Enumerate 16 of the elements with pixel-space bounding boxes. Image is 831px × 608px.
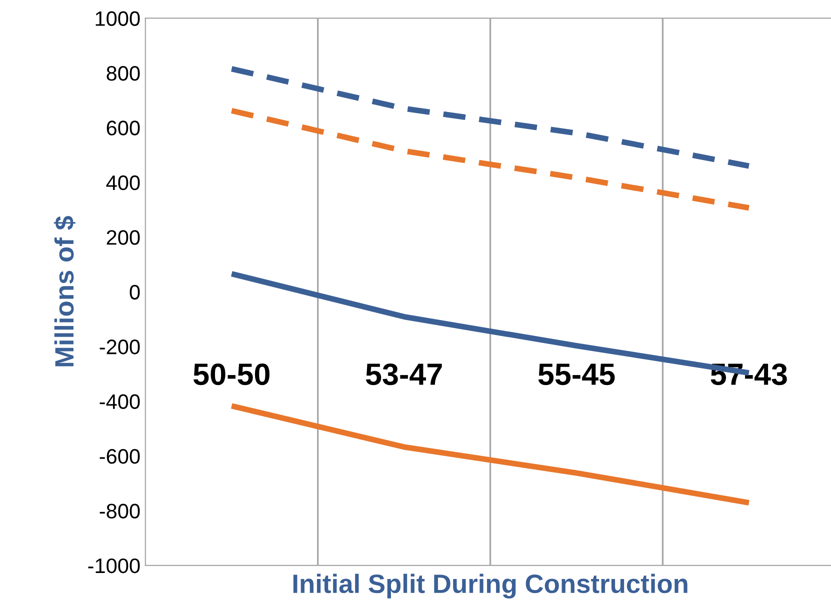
y-tick-label: -800 bbox=[100, 504, 140, 518]
y-tick-label: 200 bbox=[106, 230, 140, 245]
y-tick-label: -200 bbox=[100, 340, 140, 354]
y-tick-label: -1000 bbox=[88, 558, 140, 574]
y-tick-label: 0 bbox=[130, 284, 140, 300]
y-tick-label: 800 bbox=[106, 66, 140, 81]
x-tick-label: 53-47 bbox=[366, 363, 442, 386]
y-tick-label: 400 bbox=[106, 175, 140, 190]
x-axis-title: Initial Split During Construction bbox=[293, 574, 688, 598]
y-tick-label: 600 bbox=[106, 120, 140, 136]
y-tick-label: -400 bbox=[100, 394, 140, 410]
y-axis-title: Millions of $ bbox=[54, 216, 76, 366]
x-tick-label: 55-45 bbox=[538, 364, 615, 386]
y-tick-label: 1000 bbox=[96, 11, 140, 26]
y-tick-label: -600 bbox=[100, 449, 140, 464]
x-tick-label: 50-50 bbox=[194, 363, 270, 386]
